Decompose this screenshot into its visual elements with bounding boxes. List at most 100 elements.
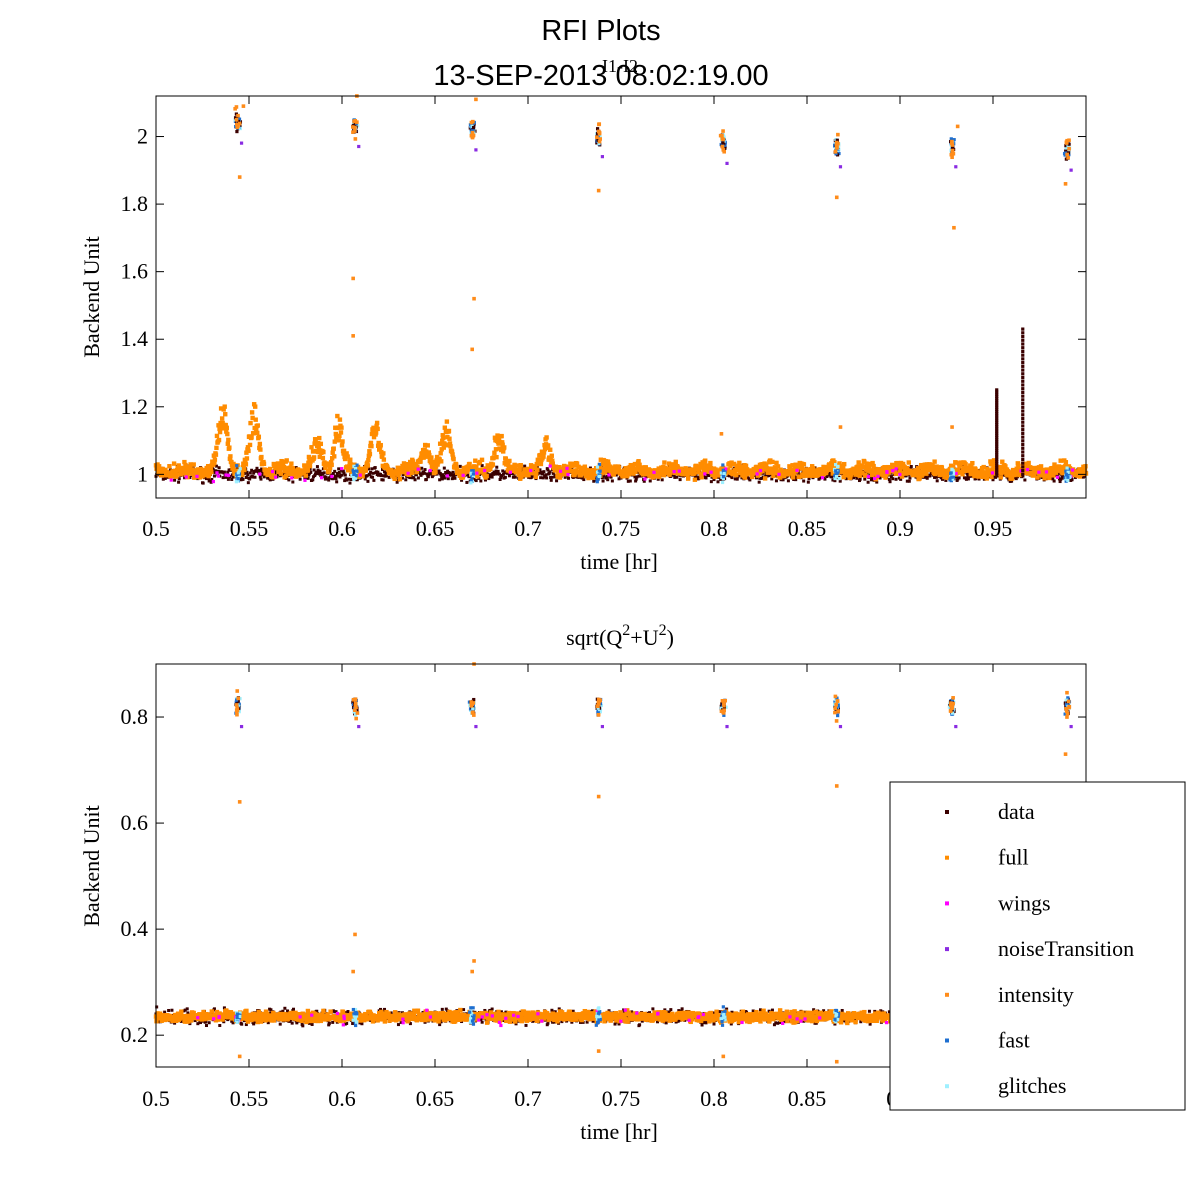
bottom-data-point	[504, 1010, 508, 1014]
bottom-data-point	[196, 1022, 200, 1026]
bottom-data-point	[591, 1019, 595, 1023]
top-data-point	[1070, 478, 1074, 482]
top-data-point	[606, 478, 610, 482]
top-wings-point	[566, 472, 570, 477]
top-full-point	[569, 463, 575, 469]
top-full-point	[691, 468, 697, 474]
top-noise-base-point	[949, 471, 953, 475]
bottom-data-point	[759, 1008, 762, 1012]
top-data-point	[774, 479, 778, 483]
top-full-point	[708, 460, 713, 466]
top-full-point	[217, 426, 222, 432]
top-wings-point	[475, 471, 479, 475]
top-full-point	[403, 465, 408, 470]
top-full-point	[958, 462, 963, 468]
top-intensity-point	[1065, 152, 1069, 157]
top-spike-point	[1021, 327, 1025, 331]
top-spike-point	[1021, 469, 1025, 473]
bottom-data-point	[553, 1010, 557, 1014]
top-spike-point	[995, 464, 999, 468]
top-full-point	[1051, 473, 1056, 478]
top-wings-point	[270, 469, 275, 474]
top-data-point	[491, 472, 495, 476]
top-data-point	[704, 476, 708, 480]
top-full-point	[214, 433, 220, 439]
top-data-point	[733, 477, 737, 481]
bottom-data-point	[301, 1024, 305, 1028]
top-spike-point	[1021, 409, 1025, 413]
bottom-data-point	[266, 1021, 270, 1025]
top-data-point	[875, 480, 879, 484]
top-full-point	[189, 467, 195, 472]
top-data-point	[673, 475, 677, 479]
top-full-point	[154, 466, 159, 471]
top-data-point	[327, 478, 331, 482]
top-noise-base-point	[1068, 475, 1072, 479]
top-data-point	[965, 471, 969, 475]
top-noise-base-point	[951, 472, 956, 476]
top-full-point	[633, 469, 638, 475]
top-data-point	[416, 476, 420, 480]
bottom-data-point	[252, 1022, 256, 1026]
top-noise-event-point	[1066, 144, 1070, 148]
top-noise-event-point	[233, 116, 238, 120]
top-data-point	[429, 471, 433, 475]
top-full-point	[254, 426, 259, 432]
top-data-point	[493, 472, 497, 476]
top-wings-point	[820, 476, 825, 480]
top-full-point	[207, 464, 212, 469]
top-data-point	[909, 464, 913, 468]
top-spike-point	[1021, 368, 1025, 372]
top-full-point	[227, 445, 232, 450]
top-data-point	[413, 478, 417, 482]
top-data-point	[1006, 476, 1010, 480]
top-full-point	[866, 465, 872, 470]
top-full-point	[397, 466, 402, 471]
top-full-point	[255, 430, 260, 436]
bottom-data-point	[557, 1007, 561, 1011]
top-spike-point	[995, 446, 999, 450]
top-noise-base-point	[598, 474, 602, 479]
bottom-plot: 0.50.550.60.650.70.750.80.850.90.950.20.…	[79, 662, 1089, 1144]
top-data-point	[259, 477, 263, 481]
top-wings-point	[195, 474, 199, 478]
top-full-point	[918, 465, 923, 470]
top-full-point	[661, 472, 667, 478]
top-full-point	[905, 465, 910, 471]
top-noise-base-point	[834, 475, 839, 479]
top-spike-point	[995, 396, 999, 401]
top-data-point	[183, 476, 187, 480]
top-wings-point	[508, 470, 512, 474]
top-data-point	[602, 474, 606, 478]
top-data-point	[212, 469, 216, 473]
top-spike-point	[995, 394, 999, 398]
top-full-point	[216, 423, 221, 428]
top-full-point	[533, 474, 538, 480]
top-full-point	[499, 440, 505, 445]
top-data-point	[644, 475, 648, 479]
top-data-point	[465, 480, 469, 484]
top-full-point	[220, 426, 226, 431]
top-full-point	[330, 450, 335, 455]
top-full-point	[276, 463, 282, 469]
top-intensity-point	[237, 121, 242, 126]
top-spike-point	[1021, 334, 1025, 339]
top-full-point	[491, 455, 497, 460]
top-data-point	[588, 466, 592, 470]
top-full-point	[397, 476, 403, 482]
top-full-point	[701, 468, 707, 474]
top-spike-point	[995, 427, 999, 431]
top-data-point	[909, 467, 913, 471]
top-data-point	[324, 475, 328, 479]
bottom-data-point	[524, 1023, 528, 1027]
top-full-point	[305, 467, 311, 473]
top-intensity-point	[1067, 146, 1071, 151]
bottom-data-point	[770, 1008, 774, 1012]
top-data-point	[642, 479, 646, 483]
top-full-point	[988, 459, 993, 464]
top-data-point	[315, 465, 319, 469]
top-full-point	[991, 458, 997, 463]
top-full-point	[174, 472, 179, 478]
top-data-point	[770, 477, 774, 481]
top-full-point	[914, 468, 919, 474]
